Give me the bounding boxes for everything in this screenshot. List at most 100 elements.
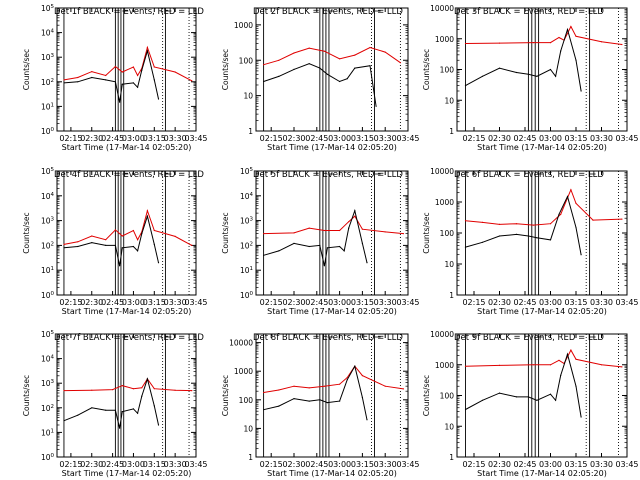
x-tick-label: 02:30 [80,460,103,469]
data-point [592,219,594,221]
y-tick-exponent: 2 [51,78,55,84]
x-tick-label: 03:30 [164,134,187,143]
x-tick-label: 03:30 [164,460,187,469]
series-line-lld [465,188,622,226]
x-tick-label: 02:30 [80,134,103,143]
data-point [91,71,93,73]
x-axis-label: Start Time (17-Mar-14 02:05:20) [62,143,192,152]
data-point [121,235,123,237]
y-tick-exponent: 2 [51,241,55,247]
y-tick-label: 100 [41,453,55,462]
panel-4: Det 4f BLACK = Events, RED = LLD10010110… [22,167,208,316]
x-tick-label: 02:45 [513,134,536,143]
data-point [174,235,176,237]
data-point [498,392,501,394]
x-tick-label: 03:30 [590,460,613,469]
data-point [384,51,386,53]
y-tick-label: 101 [41,102,54,111]
panel-title: Det 7f BLACK = Events, RED = LLD [54,333,204,343]
data-point [146,50,148,52]
data-point [354,365,356,367]
y-tick-label: 100 [41,127,55,136]
x-tick-label: 02:45 [101,134,124,143]
data-point [323,265,325,267]
data-point [600,41,603,43]
data-point [174,71,176,73]
y-axis-label: Counts/sec [22,49,31,90]
data-point [366,419,368,421]
data-point [278,405,280,407]
series-line-events [63,377,159,429]
y-tick-label: 100 [440,229,455,238]
data-point [146,210,148,212]
data-point [339,80,341,83]
data-point [132,245,134,248]
y-tick-label: 104 [41,29,55,38]
data-point [600,364,603,366]
data-point [77,81,79,83]
data-point [566,28,569,31]
x-tick-label: 03:45 [396,134,419,143]
data-point [132,408,134,410]
x-tick-label: 02:30 [488,460,511,469]
y-axis-label: Counts/sec [422,212,431,253]
data-point [137,86,139,88]
data-point [293,398,295,400]
y-axis-label: Counts/sec [422,375,431,416]
panel-title: Det 1f BLACK = Events, RED = LLD [54,7,204,17]
y-tick-label: 10000 [430,4,454,13]
data-point [555,75,557,77]
data-point [555,399,557,401]
panel-7: Det 7f BLACK = Events, RED = LLD10010110… [22,330,208,478]
data-point [536,399,538,401]
panel-title: Det 3f BLACK = Events, RED = LLD [454,7,604,17]
data-point [346,379,348,381]
plot-frame [456,170,628,296]
data-point [549,239,552,241]
y-tick-exponent: 5 [51,4,55,10]
y-tick-exponent: 4 [51,29,55,35]
data-point [278,389,280,391]
x-tick-label: 03:45 [615,460,638,469]
data-point [346,78,348,80]
data-point [114,81,116,83]
y-tick-exponent: 0 [250,291,254,297]
x-tick-label: 02:15 [59,298,82,307]
panel-8: Det 8f BLACK = Events, RED = LLD 1 10 100 10… [221,333,420,478]
y-tick-label: 1000 [435,198,454,207]
series-line-events [263,208,368,266]
x-tick-label: 02:15 [260,460,283,469]
data-point [464,85,467,87]
x-tick-label: 03:45 [184,460,207,469]
y-tick-label: 10 [243,92,253,101]
data-point [191,390,193,392]
y-tick-exponent: 5 [51,330,55,336]
data-point [77,245,79,248]
data-point [464,42,467,45]
data-point [77,414,79,416]
data-point [105,409,107,411]
y-tick-label: 101 [41,266,54,275]
data-point [515,71,518,74]
data-point [532,364,535,366]
data-point [558,36,560,39]
data-point [354,210,356,212]
data-point [575,358,577,360]
data-point [319,244,321,246]
x-axis-label: Start Time (17-Mar-14 02:05:20) [477,469,607,478]
y-tick-label: 100 [239,396,254,405]
data-point [560,213,562,215]
x-tick-label: 03:00 [122,460,145,469]
data-point [77,76,79,79]
data-point [132,229,134,232]
series-line-lld [263,46,401,66]
panel-title: Det 6f BLACK = Events, RED = LLD [454,170,604,180]
data-point [621,366,623,368]
data-point [119,101,121,103]
y-tick-label: 103 [41,53,55,62]
y-tick-exponent: 2 [51,404,55,410]
data-point [361,228,363,230]
data-point [263,233,265,235]
x-tick-label: 03:30 [374,298,397,307]
y-tick-label: 105 [41,4,55,13]
